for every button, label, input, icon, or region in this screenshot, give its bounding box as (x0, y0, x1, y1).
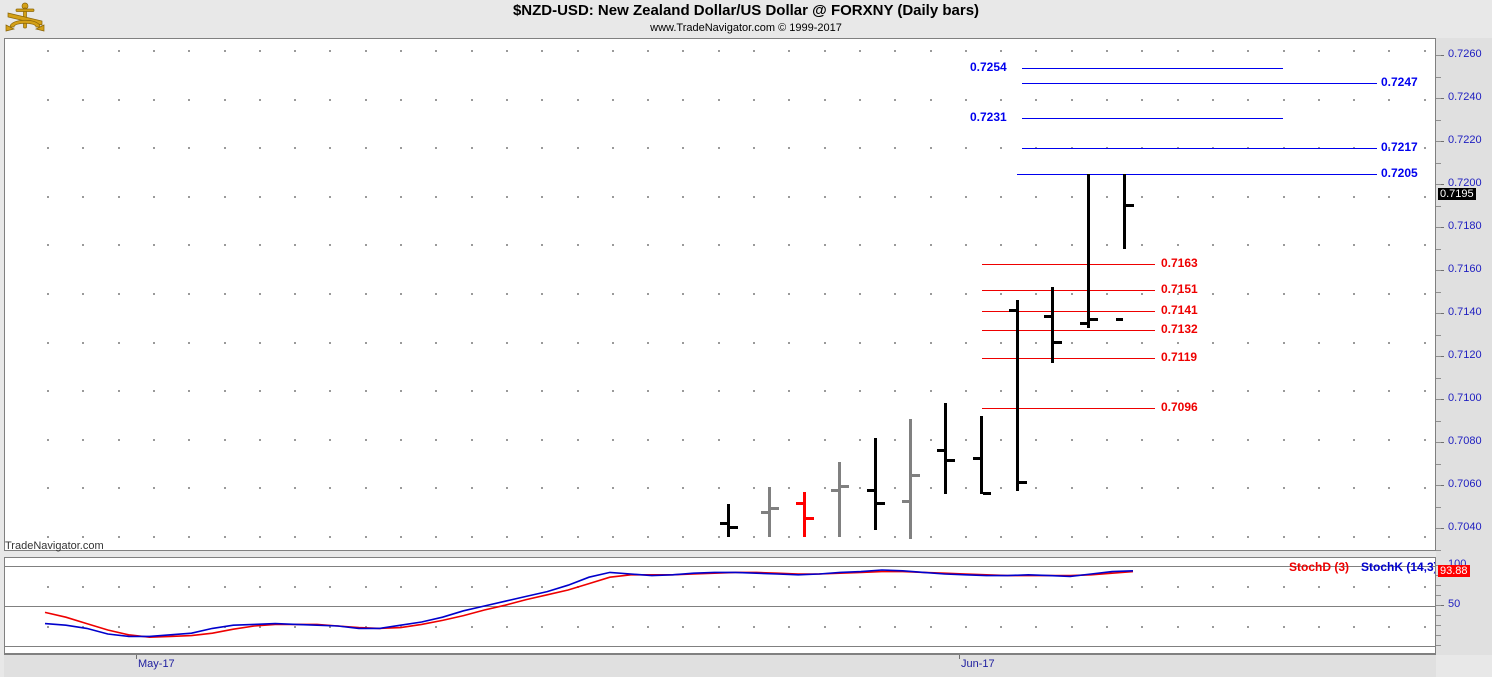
price-axis[interactable]: 0.7260 0.7240 0.7220 0.7200 0.7180 0.7160 0.71… (1436, 38, 1492, 655)
date-axis-tick (136, 655, 137, 659)
support-label: 0.7151 (1161, 281, 1198, 296)
stoch-d-legend: StochD (3) (1289, 560, 1349, 574)
price-axis-label: 0.7260 (1448, 48, 1482, 61)
resistance-line (1017, 173, 1377, 175)
price-axis-label: 0.7080 (1448, 435, 1482, 448)
price-axis-label: 0.7060 (1448, 478, 1482, 491)
stoch-level-100 (5, 566, 1435, 567)
price-axis-label: 0.7120 (1448, 349, 1482, 362)
date-axis-tick (959, 655, 960, 659)
price-chart-pane[interactable]: 0.7254 0.7247 0.7231 0.7217 0.7205 0.7163 0.71… (4, 38, 1436, 551)
price-axis-label: 0.7160 (1448, 263, 1482, 276)
support-line (982, 289, 1155, 291)
date-axis-divider (4, 653, 1436, 655)
price-axis-label: 0.7100 (1448, 392, 1482, 405)
date-axis-label: Jun-17 (961, 658, 995, 670)
resistance-label: 0.7254 (970, 60, 1007, 75)
price-axis-label: 0.7220 (1448, 134, 1482, 147)
support-label: 0.7096 (1161, 399, 1198, 414)
support-line (982, 358, 1155, 360)
price-axis-label: 0.7040 (1448, 521, 1482, 534)
support-line (982, 330, 1155, 332)
support-label: 0.7163 (1161, 255, 1198, 270)
resistance-label: 0.7247 (1381, 75, 1418, 90)
support-label: 0.7141 (1161, 303, 1198, 317)
last-price-badge: 0.7195 (1438, 188, 1476, 200)
resistance-line (1022, 83, 1377, 85)
price-axis-label: 0.7140 (1448, 306, 1482, 319)
support-line (982, 311, 1155, 312)
resistance-label: 0.7217 (1381, 139, 1418, 154)
price-axis-label: 0.7240 (1448, 91, 1482, 104)
page-subtitle: www.TradeNavigator.com © 1999-2017 (650, 22, 842, 34)
resistance-label: 0.7231 (970, 109, 1007, 124)
page-title: $NZD-USD: New Zealand Dollar/US Dollar @… (512, 2, 980, 19)
date-axis[interactable]: May-17 Jun-17 (4, 655, 1436, 677)
support-line (982, 407, 1155, 409)
support-label: 0.7132 (1161, 322, 1198, 337)
stochastic-lines (44, 569, 1134, 639)
support-line (982, 263, 1155, 265)
date-axis-label: May-17 (138, 658, 175, 670)
price-axis-label: 0.7180 (1448, 220, 1482, 233)
stoch-axis-label: 50 (1448, 598, 1461, 610)
resistance-line (1022, 147, 1377, 149)
support-label: 0.7119 (1161, 350, 1198, 365)
stochastic-pane[interactable]: StochD (3) StochK (14,3) (4, 557, 1436, 655)
stoch-k-legend: StochK (14,3) (1361, 560, 1436, 574)
price-axis-label: 0.7200 (1448, 177, 1482, 190)
trade-navigator-logo (2, 1, 48, 35)
stoch-level-50 (5, 606, 1435, 607)
resistance-label: 0.7205 (1381, 165, 1418, 180)
watermark: TradeNavigator.com (5, 540, 104, 552)
stoch-last-value-badge: 93.88 (1438, 564, 1470, 577)
resistance-line (1022, 68, 1283, 70)
resistance-line (1022, 117, 1283, 119)
stoch-level-0 (5, 646, 1435, 647)
